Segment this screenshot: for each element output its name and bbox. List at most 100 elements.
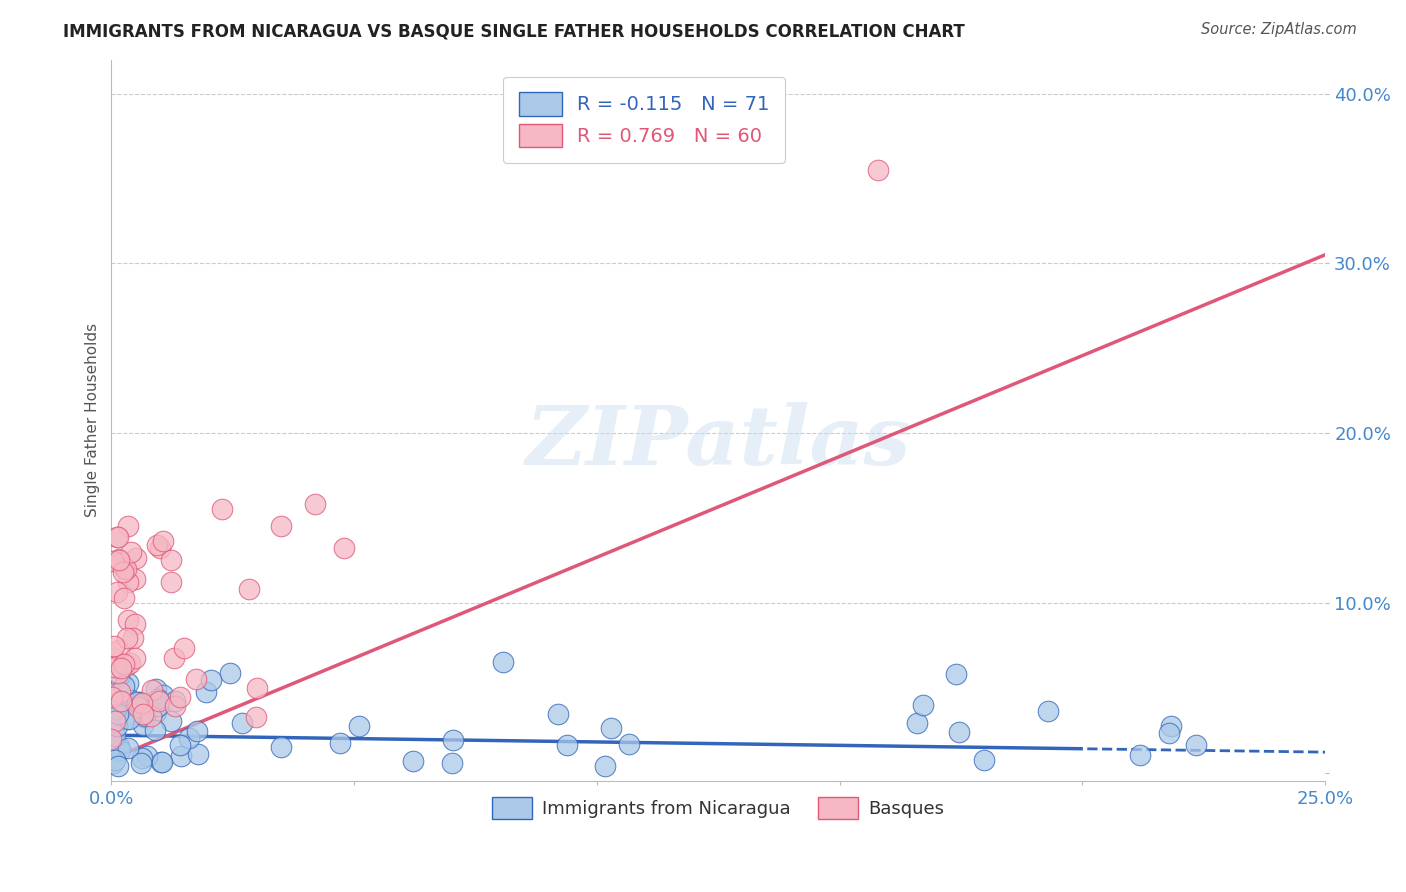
Point xyxy=(148,699,170,714)
Point xyxy=(104,714,127,728)
Point xyxy=(105,719,128,733)
Point xyxy=(103,698,125,712)
Point xyxy=(440,756,463,770)
Point xyxy=(101,756,124,771)
Point xyxy=(200,673,222,687)
Point xyxy=(101,690,124,705)
Point xyxy=(304,497,326,511)
Point xyxy=(136,749,159,764)
Point xyxy=(401,754,423,768)
Point xyxy=(127,700,149,714)
Point xyxy=(195,684,218,698)
Point xyxy=(948,725,970,739)
Point xyxy=(112,679,135,693)
Point xyxy=(246,681,269,696)
Point xyxy=(110,661,132,675)
Point xyxy=(169,690,191,704)
Point xyxy=(107,666,129,681)
Point xyxy=(120,693,142,707)
Point xyxy=(117,740,139,755)
Point xyxy=(945,667,967,681)
Point xyxy=(122,631,145,645)
Point xyxy=(143,723,166,738)
Point xyxy=(131,751,153,765)
Point xyxy=(1160,719,1182,733)
Point xyxy=(163,651,186,665)
Point xyxy=(219,666,242,681)
Point xyxy=(108,697,131,711)
Point xyxy=(163,698,186,713)
Text: ZIPatlas: ZIPatlas xyxy=(526,402,911,482)
Point xyxy=(600,721,623,735)
Point xyxy=(593,759,616,773)
Point xyxy=(124,573,146,587)
Point xyxy=(238,582,260,596)
Point xyxy=(150,756,173,770)
Point xyxy=(347,719,370,733)
Y-axis label: Single Father Households: Single Father Households xyxy=(86,323,100,517)
Point xyxy=(105,585,128,599)
Point xyxy=(120,545,142,559)
Point xyxy=(160,553,183,567)
Point xyxy=(868,163,890,178)
Point xyxy=(112,657,135,672)
Point xyxy=(108,552,131,566)
Point xyxy=(107,739,129,753)
Point xyxy=(117,519,139,533)
Point xyxy=(104,729,127,743)
Point xyxy=(270,740,292,755)
Point xyxy=(108,743,131,757)
Point xyxy=(170,748,193,763)
Point xyxy=(110,685,132,699)
Point xyxy=(124,616,146,631)
Point xyxy=(139,709,162,723)
Point xyxy=(110,556,132,570)
Point xyxy=(145,681,167,696)
Text: Source: ZipAtlas.com: Source: ZipAtlas.com xyxy=(1201,22,1357,37)
Point xyxy=(150,756,173,770)
Point xyxy=(1185,738,1208,752)
Point xyxy=(329,736,352,750)
Point xyxy=(492,655,515,669)
Point xyxy=(1159,726,1181,740)
Point xyxy=(108,668,131,682)
Point xyxy=(128,695,150,709)
Point xyxy=(100,731,122,746)
Point xyxy=(110,694,132,708)
Point xyxy=(187,747,209,761)
Point xyxy=(107,759,129,773)
Point xyxy=(105,530,128,544)
Point xyxy=(114,562,136,576)
Point xyxy=(186,723,208,738)
Point xyxy=(146,538,169,552)
Point xyxy=(141,683,163,698)
Point xyxy=(104,701,127,715)
Point xyxy=(101,554,124,568)
Point xyxy=(107,556,129,570)
Point xyxy=(160,575,183,590)
Point xyxy=(134,709,156,723)
Point xyxy=(129,697,152,711)
Point xyxy=(973,754,995,768)
Point xyxy=(117,613,139,627)
Point xyxy=(112,591,135,605)
Point xyxy=(173,641,195,656)
Point xyxy=(245,710,267,724)
Point xyxy=(912,698,935,713)
Point xyxy=(231,715,253,730)
Point xyxy=(112,698,135,713)
Point xyxy=(115,657,138,672)
Point xyxy=(617,737,640,751)
Point xyxy=(160,714,183,728)
Point xyxy=(148,691,170,706)
Point xyxy=(117,712,139,726)
Point xyxy=(103,659,125,673)
Point xyxy=(111,565,134,579)
Point xyxy=(145,705,167,719)
Point xyxy=(107,530,129,544)
Point xyxy=(127,695,149,709)
Point xyxy=(125,551,148,566)
Point xyxy=(152,533,174,548)
Point xyxy=(111,698,134,713)
Point xyxy=(131,756,153,770)
